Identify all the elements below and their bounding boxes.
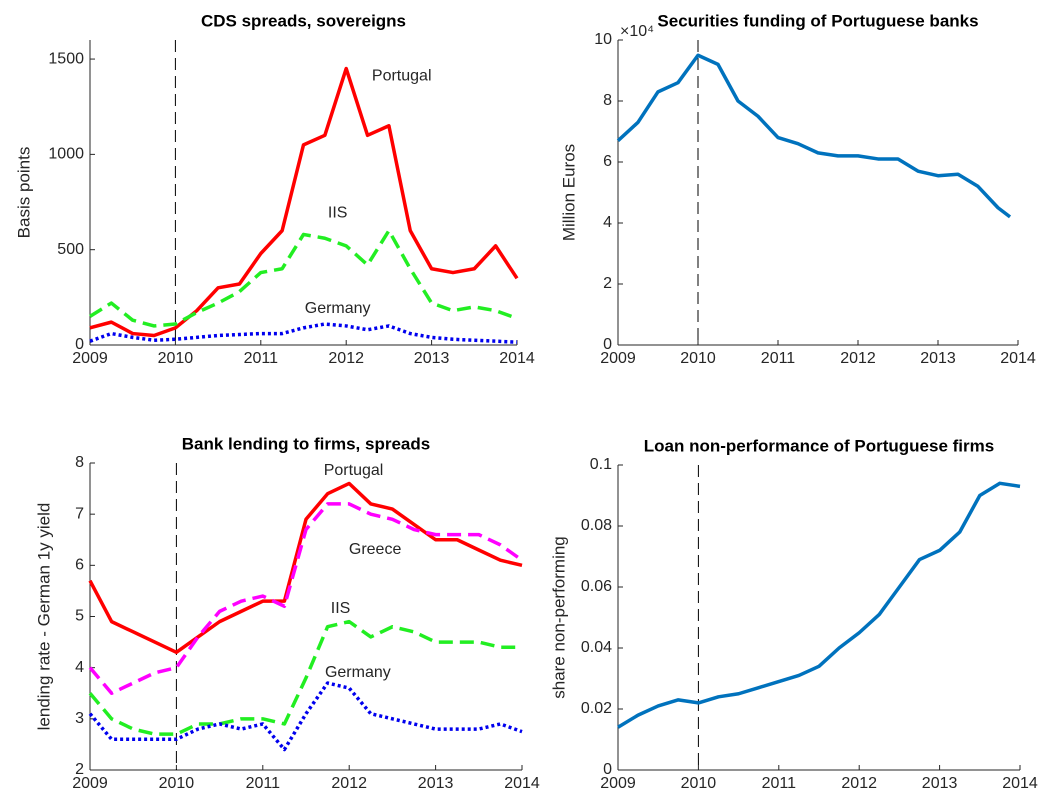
y-tick-label: 4 — [603, 214, 612, 231]
y-tick-label: 500 — [57, 241, 84, 258]
x-tick-label: 2013 — [920, 350, 956, 367]
y-tick-label: 0.08 — [581, 517, 612, 534]
annotation: Germany — [325, 664, 391, 681]
y-tick-label: 0.06 — [581, 578, 612, 595]
annotation: IIS — [331, 600, 351, 617]
x-tick-label: 2011 — [244, 350, 279, 367]
y-tick-label: 1500 — [48, 50, 84, 67]
series-line — [617, 481, 1021, 729]
x-tick-label: 2010 — [681, 775, 717, 792]
x-tick-label: 2014 — [504, 775, 540, 792]
series-line — [89, 322, 518, 344]
y-exponent-label: ×10⁴ — [620, 23, 654, 40]
x-tick-label: 2012 — [840, 350, 876, 367]
x-tick-label: 2014 — [499, 350, 535, 367]
x-tick-label: 2009 — [600, 350, 636, 367]
y-tick-label: 0 — [75, 336, 84, 353]
x-tick-label: 2010 — [159, 775, 195, 792]
y-tick-label: 8 — [603, 92, 612, 109]
series-line — [616, 53, 1012, 219]
y-axis-label: share non-performing — [549, 536, 568, 699]
y-tick-label: 8 — [75, 454, 84, 471]
y-axis-label: lending rate - German 1y yield — [34, 503, 53, 731]
y-tick-label: 6 — [603, 153, 612, 170]
y-tick-label: 10 — [594, 31, 612, 48]
x-tick-label: 2014 — [1002, 775, 1038, 792]
x-tick-label: 2012 — [328, 350, 364, 367]
annotation: Greece — [349, 541, 402, 558]
x-tick-label: 2012 — [331, 775, 367, 792]
y-axis-label: Basis points — [14, 147, 33, 239]
series-line — [88, 502, 524, 695]
y-tick-label: 0.02 — [581, 700, 612, 717]
series-line — [88, 619, 522, 736]
y-tick-label: 2 — [603, 275, 612, 292]
y-tick-label: 4 — [75, 659, 84, 676]
y-tick-label: 2 — [75, 761, 84, 778]
annotation: IIS — [328, 205, 348, 222]
series-line — [88, 681, 523, 752]
y-tick-label: 7 — [75, 505, 84, 522]
series-line — [89, 66, 519, 338]
x-tick-label: 2013 — [418, 775, 454, 792]
y-tick-label: 0 — [603, 336, 612, 353]
y-tick-label: 5 — [75, 608, 84, 625]
x-tick-label: 2014 — [1000, 350, 1036, 367]
annotation: Germany — [305, 300, 371, 317]
y-axis-label: Million Euros — [559, 144, 578, 241]
chart-title: CDS spreads, sovereigns — [201, 11, 406, 30]
y-tick-label: 3 — [75, 710, 84, 727]
y-tick-label: 0 — [603, 761, 612, 778]
series-line — [88, 481, 523, 655]
x-tick-label: 2011 — [761, 350, 796, 367]
x-tick-label: 2013 — [922, 775, 958, 792]
x-tick-label: 2010 — [158, 350, 194, 367]
y-tick-label: 1000 — [48, 146, 84, 163]
x-tick-label: 2009 — [72, 350, 108, 367]
x-tick-label: 2012 — [841, 775, 877, 792]
y-tick-label: 0.04 — [581, 639, 612, 656]
series-line — [89, 228, 518, 328]
x-tick-label: 2009 — [72, 775, 108, 792]
x-tick-label: 2011 — [762, 775, 797, 792]
x-tick-label: 2010 — [680, 350, 716, 367]
chart-title: Bank lending to firms, spreads — [182, 434, 430, 453]
y-tick-label: 6 — [75, 557, 84, 574]
x-tick-label: 2013 — [414, 350, 450, 367]
x-tick-label: 2011 — [246, 775, 281, 792]
chart-title: Loan non-performance of Portuguese firms — [644, 436, 994, 455]
annotation: Portugal — [372, 67, 432, 84]
annotation: Portugal — [324, 462, 384, 479]
y-tick-label: 0.1 — [590, 456, 612, 473]
x-tick-label: 2009 — [600, 775, 636, 792]
chart-title: Securities funding of Portuguese banks — [657, 11, 978, 30]
